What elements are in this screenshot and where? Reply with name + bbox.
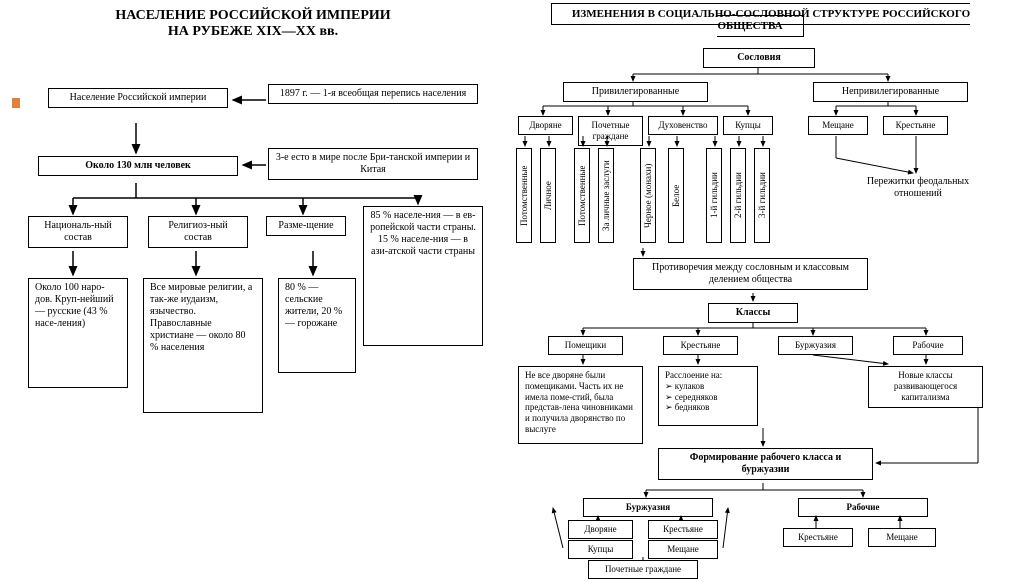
v-guild1: 1-й гильдии	[706, 148, 722, 243]
religion-detail: Все мировые религии, а так-же иудаизм, я…	[143, 278, 263, 413]
meshane: Мещане	[808, 116, 868, 135]
burzh: Буржуазия	[778, 336, 853, 355]
note2: Расслоение на: ➢ кулаков ➢ середняков ➢ …	[658, 366, 758, 426]
note2-c: бедняков	[675, 402, 710, 412]
note1: Не все дворяне были помещиками. Часть их…	[518, 366, 643, 444]
b-dvor: Дворяне	[568, 520, 633, 539]
national-head: Националь-ный состав	[28, 216, 128, 248]
note2-b: середняков	[675, 392, 718, 402]
feudal-note: Пережитки феодальных отношений	[863, 176, 973, 200]
left-title-2: НА РУБЕЖЕ XIX—XX вв.	[8, 24, 498, 40]
v-hereditary2: Потомственные	[574, 148, 590, 243]
parts-box: 85 % населе-ния — в ев-ропейской части с…	[363, 206, 483, 346]
soslovia: Сословия	[703, 48, 815, 68]
v-hereditary1: Потомственные	[516, 148, 532, 243]
right-title: ИЗМЕНЕНИЯ В СОЦИАЛЬНО-СОСЛОВНОЙ СТРУКТУР…	[551, 3, 970, 37]
w-meshane: Мещане	[868, 528, 936, 547]
contradiction-box: Противоречия между сословным и классовым…	[633, 258, 868, 290]
v-white: Белое	[668, 148, 684, 243]
landlords: Помещики	[548, 336, 623, 355]
v-personal: Личное	[540, 148, 556, 243]
b-merchant: Купцы	[568, 540, 633, 559]
religion-head: Религиоз-ный состав	[148, 216, 248, 248]
placement-head: Разме-щение	[266, 216, 346, 236]
note2-a: кулаков	[675, 381, 705, 391]
b-peasant: Крестьяне	[648, 520, 718, 539]
right-diagram: ИЗМЕНЕНИЯ В СОЦИАЛЬНО-СОСЛОВНОЙ СТРУКТУР…	[508, 8, 1013, 566]
census-box: 1897 г. — 1-я всеобщая перепись населени…	[268, 84, 478, 104]
placement-detail: 80 % — сельские жители, 20 % — горожане	[278, 278, 356, 373]
note3: Новые классы развивающегося капитализма	[868, 366, 983, 408]
rank-box: 3-е есто в мире после Бри-танской импери…	[268, 148, 478, 180]
clergy: Духовенство	[648, 116, 718, 135]
v-merit: За личные заслуги	[598, 148, 614, 243]
v-guild2: 2-й гильдии	[730, 148, 746, 243]
root-box: Население Российской империи	[48, 88, 228, 108]
formation: Формирование рабочего класса и буржуазии	[658, 448, 873, 480]
burzh2: Буржуазия	[583, 498, 713, 517]
peasants2: Крестьяне	[663, 336, 738, 355]
peasants: Крестьяне	[883, 116, 948, 135]
left-diagram: НАСЕЛЕНИЕ РОССИЙСКОЙ ИМПЕРИИ НА РУБЕЖЕ X…	[8, 8, 498, 566]
national-detail: Около 100 наро-дов. Круп-нейший — русски…	[28, 278, 128, 388]
nonprivileged: Непривилегированные	[813, 82, 968, 102]
b-honor: Почетные граждане	[588, 560, 698, 579]
workers2: Рабочие	[798, 498, 928, 517]
w-peasant: Крестьяне	[783, 528, 853, 547]
total-box: Около 130 млн человек	[38, 156, 238, 176]
orange-marker	[12, 98, 20, 108]
privileged: Привилегированные	[563, 82, 708, 102]
left-title-1: НАСЕЛЕНИЕ РОССИЙСКОЙ ИМПЕРИИ	[8, 8, 498, 24]
dvoryane: Дворяне	[518, 116, 573, 135]
v-guild3: 3-й гильдии	[754, 148, 770, 243]
merchants: Купцы	[723, 116, 773, 135]
v-black: Черное (монахи)	[640, 148, 656, 243]
b-meshane: Мещане	[648, 540, 718, 559]
note2-head: Расслоение на:	[665, 370, 722, 380]
classes-box: Классы	[708, 303, 798, 323]
honor-citizens: Почетные граждане	[578, 116, 643, 146]
workers: Рабочие	[893, 336, 963, 355]
